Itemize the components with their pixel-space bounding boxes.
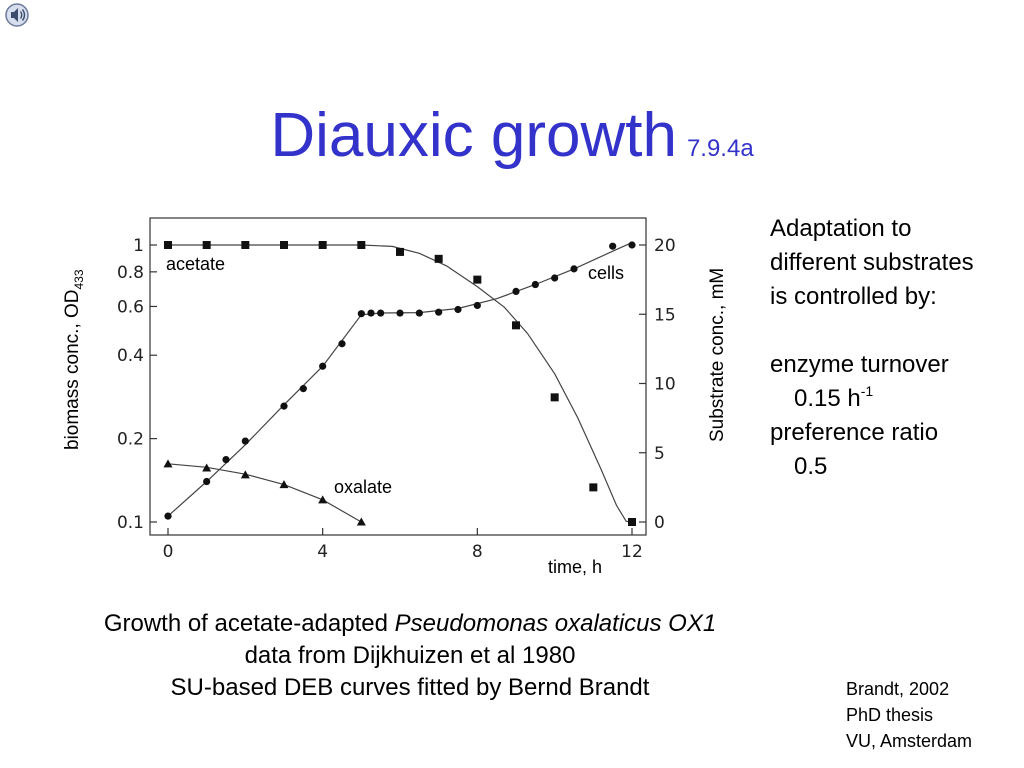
point-oxalate [356, 517, 366, 526]
point-cells [241, 437, 249, 445]
point-acetate [318, 241, 327, 249]
fit-curve-oxalate [167, 463, 362, 523]
point-oxalate [163, 459, 173, 468]
point-acetate [241, 241, 250, 249]
point-cells [377, 309, 385, 317]
data-markers [163, 241, 636, 526]
caption-prefix: Growth of acetate-adapted [103, 610, 395, 637]
y-right-tick-label: 15 [654, 305, 676, 325]
y-left-tick-label: 0.8 [117, 263, 144, 283]
y-left-tick-label: 0.4 [117, 346, 144, 366]
point-cells [570, 265, 578, 273]
x-axis-label: time, h [548, 557, 602, 577]
point-cells [280, 402, 288, 410]
figure-caption: Growth of acetate-adapted Pseudomonas ox… [20, 608, 800, 704]
point-cells [164, 512, 172, 520]
caption-organism: Pseudomonas oxalaticus OX1 [394, 610, 717, 637]
caption-line-2: data from Dijkhuizen et al 1980 [244, 642, 576, 669]
point-cells [454, 305, 462, 314]
plot-border [149, 217, 647, 536]
x-tick-label: 12 [621, 542, 643, 562]
turnover-value: 0.15 h [794, 385, 861, 412]
citation: Brandt, 2002 PhD thesis VU, Amsterdam [846, 676, 972, 754]
citation-line-3: VU, Amsterdam [846, 731, 973, 751]
annotation-oxalate: oxalate [334, 477, 392, 497]
x-tick-label: 8 [472, 542, 483, 562]
point-acetate [164, 241, 172, 249]
side-item-2-label: preference ratio [770, 419, 939, 446]
side-line-1: Adaptation to [770, 215, 912, 242]
y-right-tick-label: 5 [654, 444, 665, 464]
side-notes: Adaptation to different substrates is co… [770, 212, 974, 484]
point-acetate [512, 321, 520, 330]
point-acetate [589, 483, 598, 492]
point-cells [512, 287, 520, 295]
speaker-icon[interactable] [4, 2, 30, 28]
x-tick-label: 4 [317, 542, 328, 562]
title-main: Diauxic growth [270, 101, 677, 170]
side-item-2-value: 0.5 [794, 453, 828, 480]
point-cells [473, 301, 481, 310]
point-acetate [628, 518, 636, 526]
point-acetate [280, 241, 288, 249]
turnover-exponent: -1 [860, 383, 874, 399]
caption-line-3: SU-based DEB curves fitted by Bernd Bran… [170, 674, 650, 701]
y-left-tick-label: 0.1 [117, 513, 144, 533]
caption-line-1: Growth of acetate-adapted Pseudomonas ox… [20, 608, 800, 640]
y-right-tick-label: 20 [654, 236, 676, 256]
point-oxalate [202, 463, 212, 472]
annotation-cells: cells [588, 263, 624, 283]
point-cells [628, 241, 636, 249]
point-cells [299, 385, 307, 393]
y-left-tick-label: 1 [133, 236, 144, 256]
point-cells [551, 274, 559, 282]
y-right-tick-label: 0 [654, 513, 665, 533]
point-oxalate [318, 495, 328, 504]
point-cells [203, 477, 211, 486]
point-acetate [357, 241, 366, 249]
y-axis-right-label: Substrate conc., mM [707, 268, 728, 442]
point-cells [357, 310, 365, 318]
y-left-tick-label: 0.6 [117, 297, 144, 317]
y-axis-left-label: biomass conc., OD433 [62, 269, 86, 450]
point-acetate [202, 241, 211, 249]
side-line-3: is controlled by: [770, 283, 937, 310]
point-cells [531, 280, 539, 289]
fit-curve-acetate [168, 244, 633, 523]
point-oxalate [279, 480, 289, 489]
x-tick-label: 0 [163, 542, 174, 562]
point-oxalate [240, 470, 250, 479]
point-acetate [434, 254, 443, 263]
point-acetate [550, 393, 559, 402]
point-cells [396, 309, 404, 317]
plot-frame [149, 217, 647, 536]
fit-curve-cells [167, 242, 633, 517]
point-acetate [473, 275, 482, 284]
point-cells [338, 340, 346, 348]
point-cells [415, 309, 423, 317]
side-item-1-value: 0.15 h-1 [770, 382, 974, 416]
y-right-tick-label: 10 [654, 375, 676, 395]
point-cells [319, 362, 327, 370]
point-cells [609, 242, 617, 250]
point-cells [435, 308, 443, 316]
point-cells [222, 455, 230, 464]
title-ref: 7.9.4a [686, 135, 754, 162]
point-acetate [396, 247, 404, 256]
point-cells [367, 309, 375, 317]
annotation-acetate: acetate [166, 254, 225, 274]
citation-line-1: Brandt, 2002 [846, 679, 950, 699]
slide-title: Diauxic growth 7.9.4a [0, 100, 1024, 185]
fitted-curves [167, 242, 633, 523]
side-line-2: different substrates [770, 249, 974, 276]
side-item-1-label: enzyme turnover [770, 351, 949, 378]
citation-line-2: PhD thesis [846, 705, 934, 725]
y-left-tick-label: 0.2 [117, 430, 144, 450]
